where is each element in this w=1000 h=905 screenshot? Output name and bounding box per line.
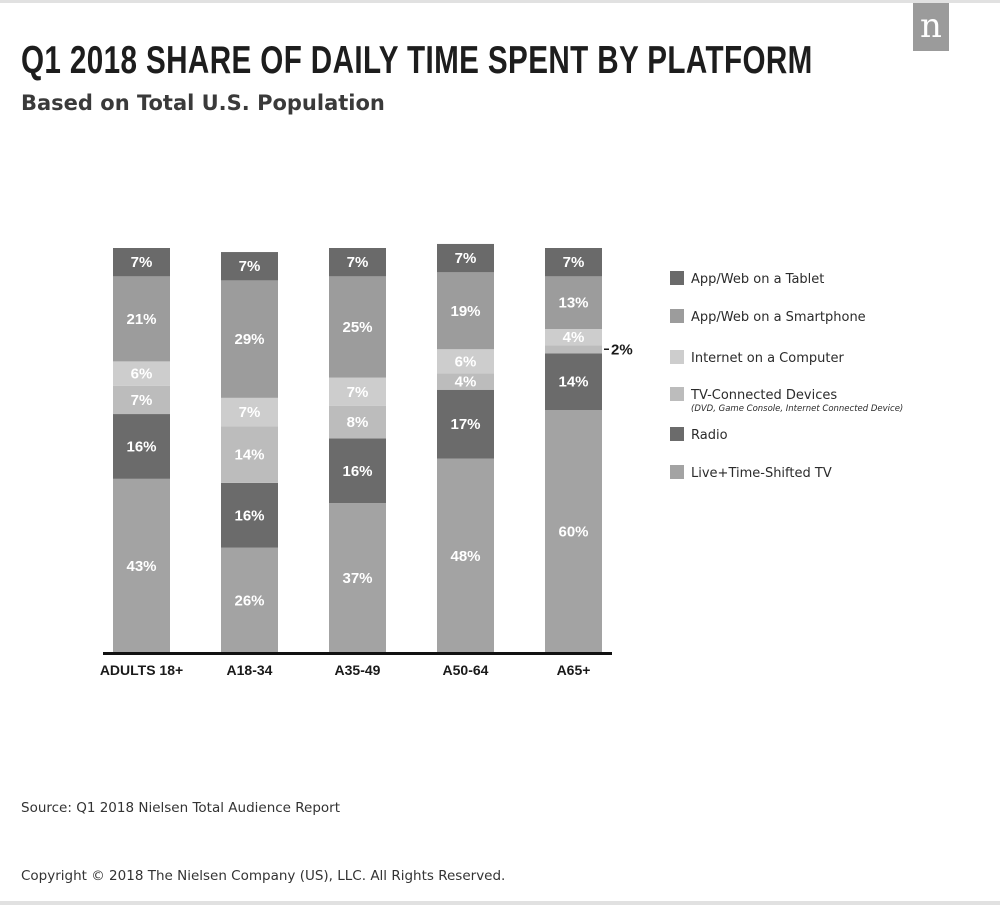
bar-segment-internet-on-a-computer-adults-18 xyxy=(113,361,170,386)
data-label: 19% xyxy=(450,303,480,320)
bar-segment-tv-connected-devices-a35-49 xyxy=(329,405,386,439)
data-label: 16% xyxy=(126,438,156,455)
data-label: 26% xyxy=(234,592,264,609)
bar-segment-app-web-on-a-smartphone-a50-64 xyxy=(437,272,494,350)
data-label: 21% xyxy=(126,311,156,328)
bar-segment-live-time-shifted-tv-a18-34 xyxy=(221,547,278,653)
data-label: 4% xyxy=(563,329,585,346)
bars-group: 43% 16% 7% 6% 21% 7% 26% 16% 14% 7% 29% 7% 37% 16% 8% 7… xyxy=(113,243,633,653)
bar-segment-tv-connected-devices-a65 xyxy=(545,345,602,354)
legend-label-radio: Radio xyxy=(691,428,728,443)
data-label: 13% xyxy=(558,295,588,312)
legend-swatch-app-web-on-a-smartphone xyxy=(670,309,684,323)
bar-segment-app-web-on-a-smartphone-a35-49 xyxy=(329,276,386,378)
bar-segment-internet-on-a-computer-a35-49 xyxy=(329,377,386,406)
data-label: 7% xyxy=(347,254,369,271)
data-label: 14% xyxy=(558,374,588,391)
bar-segment-tv-connected-devices-a18-34 xyxy=(221,426,278,483)
data-label: 37% xyxy=(342,570,372,587)
data-label: 7% xyxy=(563,254,585,271)
bar-segment-app-web-on-a-tablet-a50-64 xyxy=(437,243,494,273)
bar-segment-internet-on-a-computer-a18-34 xyxy=(221,397,278,427)
bar-segment-radio-a18-34 xyxy=(221,482,278,548)
legend-label-live-time-shifted-tv: Live+Time-Shifted TV xyxy=(691,466,832,481)
bar-segment-radio-adults-18 xyxy=(113,414,170,479)
bar-segment-live-time-shifted-tv-a65 xyxy=(545,410,602,653)
legend-swatch-app-web-on-a-tablet xyxy=(670,271,684,285)
x-tick-label: A50-64 xyxy=(443,662,489,678)
bar-segment-live-time-shifted-tv-adults-18 xyxy=(113,478,170,653)
data-label: 6% xyxy=(131,366,153,383)
data-label: 6% xyxy=(455,353,477,370)
top-divider xyxy=(0,0,1000,3)
data-label: 60% xyxy=(558,524,588,541)
bar-segment-app-web-on-a-smartphone-a65 xyxy=(545,276,602,329)
legend-label-app-web-on-a-smartphone: App/Web on a Smartphone xyxy=(691,310,866,325)
source-note: Source: Q1 2018 Nielsen Total Audience R… xyxy=(21,800,341,816)
x-tick-label: A18-34 xyxy=(227,662,273,678)
legend-swatch-live-time-shifted-tv xyxy=(670,465,684,479)
data-label: 48% xyxy=(450,548,480,565)
bar-segment-app-web-on-a-tablet-a35-49 xyxy=(329,248,386,277)
bar-segment-radio-a50-64 xyxy=(437,389,494,459)
bar-segment-tv-connected-devices-a50-64 xyxy=(437,373,494,390)
data-label: 43% xyxy=(126,558,156,575)
data-label: 7% xyxy=(131,392,153,409)
legend-label-internet-on-a-computer: Internet on a Computer xyxy=(691,351,844,366)
legend-label-app-web-on-a-tablet: App/Web on a Tablet xyxy=(691,272,824,287)
data-label: 4% xyxy=(455,374,477,391)
data-label: 8% xyxy=(347,414,369,431)
data-label: 16% xyxy=(234,507,264,524)
bar-segment-live-time-shifted-tv-a35-49 xyxy=(329,503,386,653)
bar-segment-app-web-on-a-smartphone-a18-34 xyxy=(221,280,278,398)
x-tick-label: ADULTS 18+ xyxy=(100,662,183,678)
bar-segment-radio-a65 xyxy=(545,353,602,410)
page-title: Q1 2018 SHARE OF DAILY TIME SPENT BY PLA… xyxy=(21,39,813,82)
nielsen-logo: n xyxy=(913,3,949,51)
data-label: 17% xyxy=(450,416,480,433)
x-tick-label: A65+ xyxy=(557,662,591,678)
legend-swatch-tv-connected-devices xyxy=(670,387,684,401)
bar-segment-radio-a35-49 xyxy=(329,438,386,504)
data-label: 7% xyxy=(347,384,369,401)
legend-note: (DVD, Game Console, Internet Connected D… xyxy=(691,404,903,414)
data-label: 14% xyxy=(234,447,264,464)
data-label: 16% xyxy=(342,463,372,480)
bar-segment-tv-connected-devices-adults-18 xyxy=(113,385,170,415)
data-label: 7% xyxy=(239,404,261,421)
data-label: 7% xyxy=(131,254,153,271)
bar-segment-app-web-on-a-smartphone-adults-18 xyxy=(113,276,170,362)
bar-segment-app-web-on-a-tablet-a18-34 xyxy=(221,252,278,281)
bar-segment-internet-on-a-computer-a50-64 xyxy=(437,349,494,374)
bar-segment-internet-on-a-computer-a65 xyxy=(545,329,602,346)
data-label: 7% xyxy=(239,258,261,275)
legend-swatch-internet-on-a-computer xyxy=(670,350,684,364)
legend-label-tv-connected-devices: TV-Connected Devices xyxy=(690,388,837,403)
copyright-note: Copyright © 2018 The Nielsen Company (US… xyxy=(21,868,506,884)
legend-swatch-radio xyxy=(670,427,684,441)
bar-segment-app-web-on-a-tablet-adults-18 xyxy=(113,248,170,277)
bar-segment-live-time-shifted-tv-a50-64 xyxy=(437,458,494,653)
data-label: 25% xyxy=(342,319,372,336)
x-tick-label: A35-49 xyxy=(335,662,381,678)
data-label: 29% xyxy=(234,331,264,348)
page-subtitle: Based on Total U.S. Population xyxy=(21,91,385,115)
bar-segment-app-web-on-a-tablet-a65 xyxy=(545,248,602,277)
bottom-divider xyxy=(0,901,1000,905)
data-label: 7% xyxy=(455,250,477,267)
callout-label: 2% xyxy=(611,341,633,358)
